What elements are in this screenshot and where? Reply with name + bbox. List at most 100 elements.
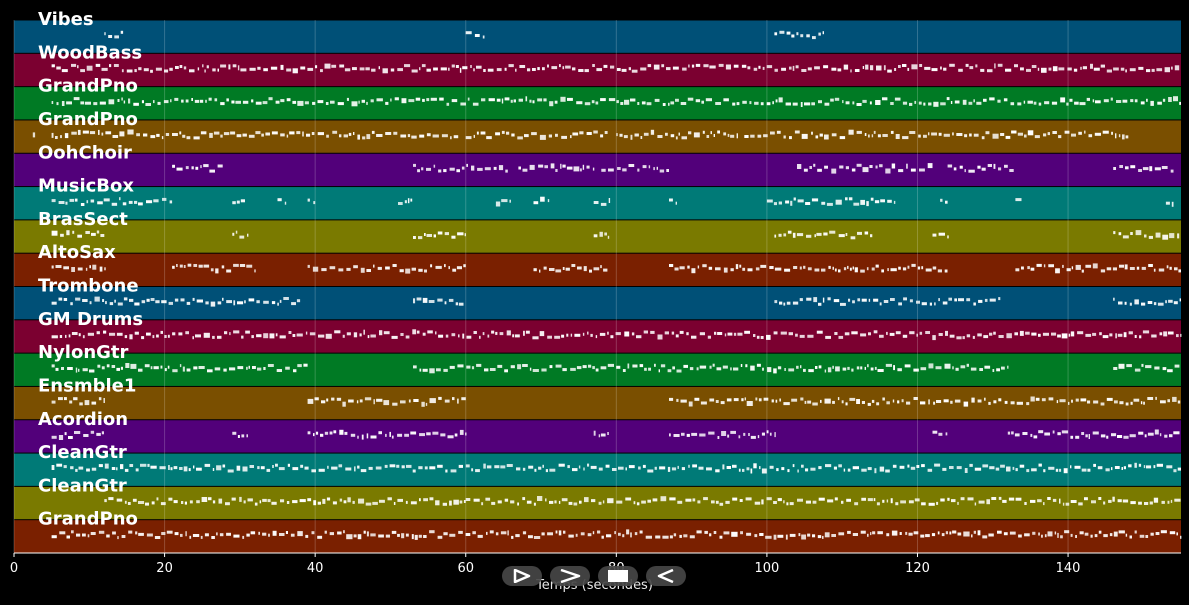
note <box>950 101 953 104</box>
note <box>554 100 558 104</box>
note <box>727 332 733 336</box>
note <box>181 99 184 103</box>
note <box>55 265 62 268</box>
note <box>1126 364 1132 368</box>
note <box>940 198 943 202</box>
note <box>610 335 614 339</box>
note <box>224 331 228 335</box>
note <box>781 467 785 471</box>
note <box>350 433 356 437</box>
note <box>297 364 302 368</box>
note <box>575 533 578 537</box>
note <box>932 430 938 434</box>
note <box>715 267 721 271</box>
note <box>758 398 762 402</box>
note <box>875 165 878 169</box>
rewind-button[interactable] <box>646 566 686 586</box>
note <box>263 68 268 72</box>
note <box>1015 468 1018 472</box>
note <box>440 67 447 71</box>
note <box>419 134 425 138</box>
note <box>143 133 148 137</box>
note <box>379 499 385 503</box>
note <box>972 335 975 339</box>
note <box>1048 264 1054 268</box>
note <box>411 267 416 271</box>
note <box>1078 131 1082 135</box>
note <box>744 397 746 401</box>
note <box>167 365 170 369</box>
note <box>291 302 296 306</box>
play-button[interactable] <box>502 566 542 586</box>
note <box>938 298 940 302</box>
note <box>65 334 67 338</box>
note <box>251 99 254 103</box>
note <box>473 331 477 334</box>
note <box>1105 468 1110 472</box>
note <box>108 497 114 501</box>
note <box>877 369 884 372</box>
note <box>78 466 84 470</box>
note <box>766 102 771 106</box>
note <box>838 532 845 536</box>
note <box>870 65 874 71</box>
note <box>809 166 812 169</box>
note <box>152 335 155 339</box>
note <box>689 367 694 371</box>
note <box>818 497 825 501</box>
fast-forward-button[interactable] <box>550 566 590 586</box>
note <box>212 500 216 504</box>
note <box>715 500 719 504</box>
note <box>916 333 918 337</box>
note <box>418 466 423 470</box>
note <box>668 102 670 106</box>
note <box>260 466 265 470</box>
note <box>476 131 479 135</box>
note <box>791 34 795 38</box>
note <box>491 501 496 505</box>
note <box>1124 264 1128 270</box>
note <box>699 365 707 369</box>
note <box>703 497 708 501</box>
note <box>1144 502 1149 505</box>
stop-button[interactable] <box>598 566 638 586</box>
note <box>622 534 625 538</box>
note <box>517 136 523 140</box>
note <box>223 132 230 136</box>
note <box>181 501 184 504</box>
note <box>935 366 942 370</box>
note <box>678 132 680 136</box>
note <box>400 400 406 404</box>
note <box>977 333 982 337</box>
note <box>894 97 901 101</box>
note <box>938 132 942 136</box>
note <box>389 464 396 468</box>
note <box>202 64 204 68</box>
note <box>196 299 203 303</box>
note <box>155 300 160 304</box>
note <box>701 100 704 104</box>
note <box>874 366 877 370</box>
note <box>644 367 647 371</box>
note <box>600 265 602 269</box>
note <box>216 532 218 536</box>
note <box>1144 434 1147 438</box>
note <box>516 467 521 471</box>
note <box>413 236 416 239</box>
note <box>418 268 423 272</box>
note <box>873 498 876 502</box>
note <box>1027 100 1033 104</box>
note <box>871 399 875 403</box>
note <box>1138 501 1142 505</box>
note <box>1157 302 1164 306</box>
note <box>445 469 448 473</box>
note <box>1118 530 1125 534</box>
note <box>286 68 292 72</box>
note <box>505 169 508 173</box>
stop-icon <box>608 570 628 582</box>
note <box>446 102 450 106</box>
x-tick-label: 140 <box>1056 561 1081 576</box>
note <box>919 168 925 172</box>
note <box>71 63 77 67</box>
note <box>618 532 621 536</box>
